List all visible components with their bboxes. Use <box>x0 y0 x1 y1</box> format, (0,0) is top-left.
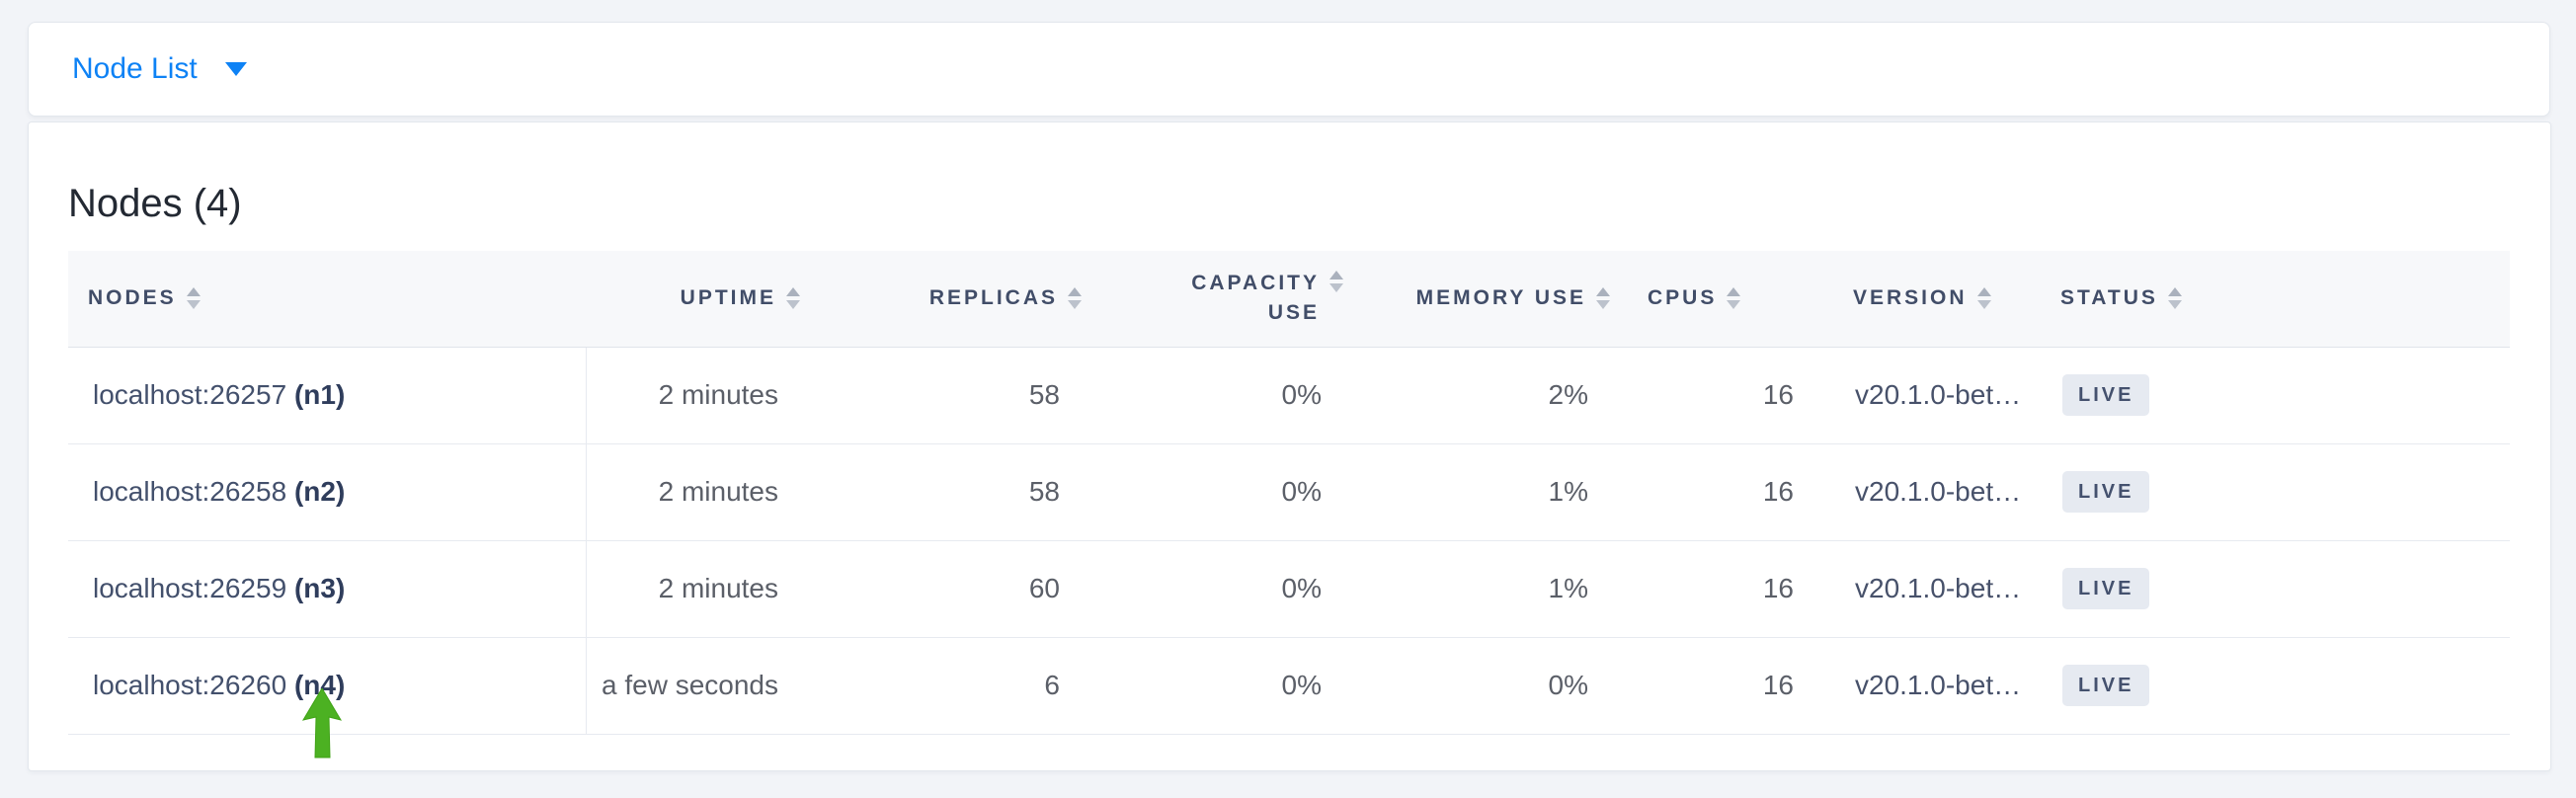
uptime-cell: 2 minutes <box>585 540 808 638</box>
column-label: CPUS <box>1648 286 1718 310</box>
page-title: Nodes (4) <box>68 182 242 225</box>
node-address: localhost:26257 <box>93 379 287 410</box>
cpus-cell: 16 <box>1618 540 1823 638</box>
nodes-table: NODES UPTIME REPLICAS CAPACITY USE MEMORY US… <box>68 251 2510 735</box>
sort-icon <box>1976 287 1991 310</box>
column-header-version[interactable]: VERSION <box>1823 251 2033 348</box>
sort-icon <box>1068 287 1082 310</box>
node-address: localhost:26258 <box>93 476 287 507</box>
memory-use-cell: 1% <box>1351 540 1618 638</box>
status-badge: LIVE <box>2062 568 2150 609</box>
column-header-capacity-use[interactable]: CAPACITY USE <box>1089 251 1351 348</box>
sort-icon <box>186 287 201 310</box>
status-cell: LIVE <box>2033 540 2510 638</box>
node-id: (n4) <box>293 670 346 700</box>
nodes-cell[interactable]: localhost:26257 (n1) <box>68 347 586 444</box>
table-row[interactable]: localhost:26260 (n4) a few seconds 6 0% … <box>68 637 2510 735</box>
cpus-cell: 16 <box>1618 637 1823 735</box>
memory-use-cell: 0% <box>1351 637 1618 735</box>
column-label: NODES <box>88 286 177 310</box>
column-label: MEMORY USE <box>1415 286 1586 310</box>
toolbar-card: Node List <box>28 22 2550 117</box>
uptime-cell: 2 minutes <box>585 443 808 541</box>
table-row[interactable]: localhost:26259 (n3) 2 minutes 60 0% 1% … <box>68 540 2510 638</box>
replicas-cell: 60 <box>808 540 1089 638</box>
uptime-cell: 2 minutes <box>585 347 808 444</box>
column-header-uptime[interactable]: UPTIME <box>586 251 808 348</box>
capacity-use-cell: 0% <box>1089 540 1351 638</box>
nodes-cell[interactable]: localhost:26259 (n3) <box>68 540 586 638</box>
status-badge: LIVE <box>2062 471 2150 513</box>
version-cell: v20.1.0-bet… <box>1823 443 2033 541</box>
nodes-panel: Nodes (4) NODES UPTIME REPLICAS CAPACITY US… <box>28 121 2551 771</box>
node-id: (n3) <box>293 573 346 603</box>
status-cell: LIVE <box>2033 637 2510 735</box>
version-cell: v20.1.0-bet… <box>1823 540 2033 638</box>
nodes-cell[interactable]: localhost:26258 (n2) <box>68 443 586 541</box>
dropdown-label: Node List <box>72 52 198 85</box>
node-id: (n2) <box>293 476 346 507</box>
version-cell: v20.1.0-bet… <box>1823 347 2033 444</box>
capacity-use-cell: 0% <box>1089 347 1351 444</box>
column-header-replicas[interactable]: REPLICAS <box>808 251 1089 348</box>
table-row[interactable]: localhost:26257 (n1) 2 minutes 58 0% 2% … <box>68 347 2510 444</box>
table-row[interactable]: localhost:26258 (n2) 2 minutes 58 0% 1% … <box>68 443 2510 541</box>
node-list-dropdown[interactable]: Node List <box>72 54 247 84</box>
column-header-nodes[interactable]: NODES <box>68 251 586 348</box>
node-id: (n1) <box>293 379 346 410</box>
status-cell: LIVE <box>2033 347 2510 444</box>
cpus-cell: 16 <box>1618 347 1823 444</box>
column-label: REPLICAS <box>928 286 1058 310</box>
replicas-cell: 6 <box>808 637 1089 735</box>
column-header-status[interactable]: STATUS <box>2033 251 2510 348</box>
column-header-memory-use[interactable]: MEMORY USE <box>1351 251 1618 348</box>
replicas-cell: 58 <box>808 443 1089 541</box>
memory-use-cell: 1% <box>1351 443 1618 541</box>
column-label: UPTIME <box>680 286 776 310</box>
status-cell: LIVE <box>2033 443 2510 541</box>
capacity-use-cell: 0% <box>1089 637 1351 735</box>
uptime-cell: a few seconds <box>585 637 808 735</box>
replicas-cell: 58 <box>808 347 1089 444</box>
node-address: localhost:26260 <box>93 670 287 700</box>
column-label: VERSION <box>1853 286 1968 310</box>
node-address: localhost:26259 <box>93 573 287 603</box>
version-cell: v20.1.0-bet… <box>1823 637 2033 735</box>
sort-icon <box>1596 287 1610 310</box>
memory-use-cell: 2% <box>1351 347 1618 444</box>
sort-icon <box>1727 287 1741 310</box>
capacity-use-cell: 0% <box>1089 443 1351 541</box>
sort-icon <box>786 287 800 310</box>
sort-icon <box>1329 271 1343 292</box>
column-header-cpus[interactable]: CPUS <box>1618 251 1823 348</box>
status-badge: LIVE <box>2062 665 2150 706</box>
column-label: STATUS <box>2060 286 2158 310</box>
table-header-row: NODES UPTIME REPLICAS CAPACITY USE MEMORY US… <box>68 251 2510 348</box>
nodes-cell[interactable]: localhost:26260 (n4) <box>68 637 586 735</box>
sort-icon <box>2167 287 2182 310</box>
cpus-cell: 16 <box>1618 443 1823 541</box>
column-label: CAPACITY USE <box>1191 272 1320 325</box>
chevron-down-icon <box>224 62 247 76</box>
status-badge: LIVE <box>2062 374 2150 416</box>
